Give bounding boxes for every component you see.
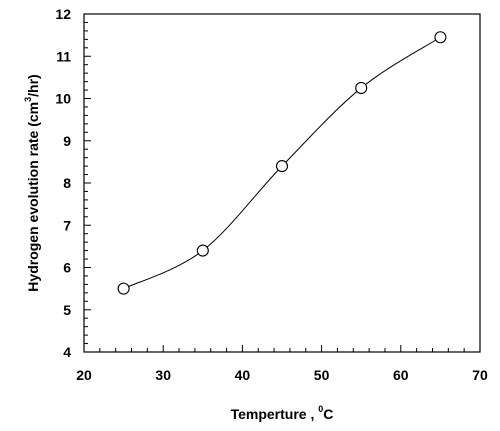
y-axis-title: Hydrogen evolution rate (cm3/hr) <box>23 74 41 291</box>
data-point <box>434 31 447 44</box>
y-tick-label: 6 <box>63 260 71 276</box>
y-tick-label: 5 <box>63 302 71 318</box>
y-axis-title-text: Hydrogen evolution rate (cm <box>25 102 41 292</box>
data-point <box>117 282 130 295</box>
y-tick-label: 4 <box>63 344 71 360</box>
data-point <box>355 81 368 94</box>
y-tick-label: 9 <box>63 133 71 149</box>
x-tick-label: 60 <box>393 367 409 383</box>
data-point <box>196 244 209 257</box>
data-point <box>275 160 289 173</box>
y-axis-title-unit: /hr) <box>25 74 41 97</box>
x-axis-title-superscript: 0 <box>318 404 323 414</box>
x-tick-label: 40 <box>235 367 251 383</box>
x-tick-label: 30 <box>155 367 171 383</box>
y-tick-label: 7 <box>63 217 71 233</box>
x-axis-title-unit: C <box>323 406 333 422</box>
y-tick-label: 10 <box>55 91 71 107</box>
y-axis-title-superscript: 3 <box>23 97 33 102</box>
y-tick-label: 12 <box>55 6 71 22</box>
y-tick-label: 8 <box>63 175 71 191</box>
x-axis-title: Temperture , 0C <box>231 404 334 422</box>
series-layer <box>117 31 447 295</box>
x-axis-title-text: Temperture , <box>231 406 319 422</box>
plot-area <box>83 13 481 353</box>
x-tick-label: 70 <box>472 367 488 383</box>
x-tick-label: 20 <box>76 367 92 383</box>
plot-border <box>83 13 481 353</box>
y-tick-label: 11 <box>56 48 71 64</box>
y-axis: 4 5 6 7 8 9 10 11 12 <box>55 6 91 360</box>
x-tick-label: 50 <box>314 367 330 383</box>
x-axis: 20 30 40 50 60 70 <box>76 345 488 383</box>
